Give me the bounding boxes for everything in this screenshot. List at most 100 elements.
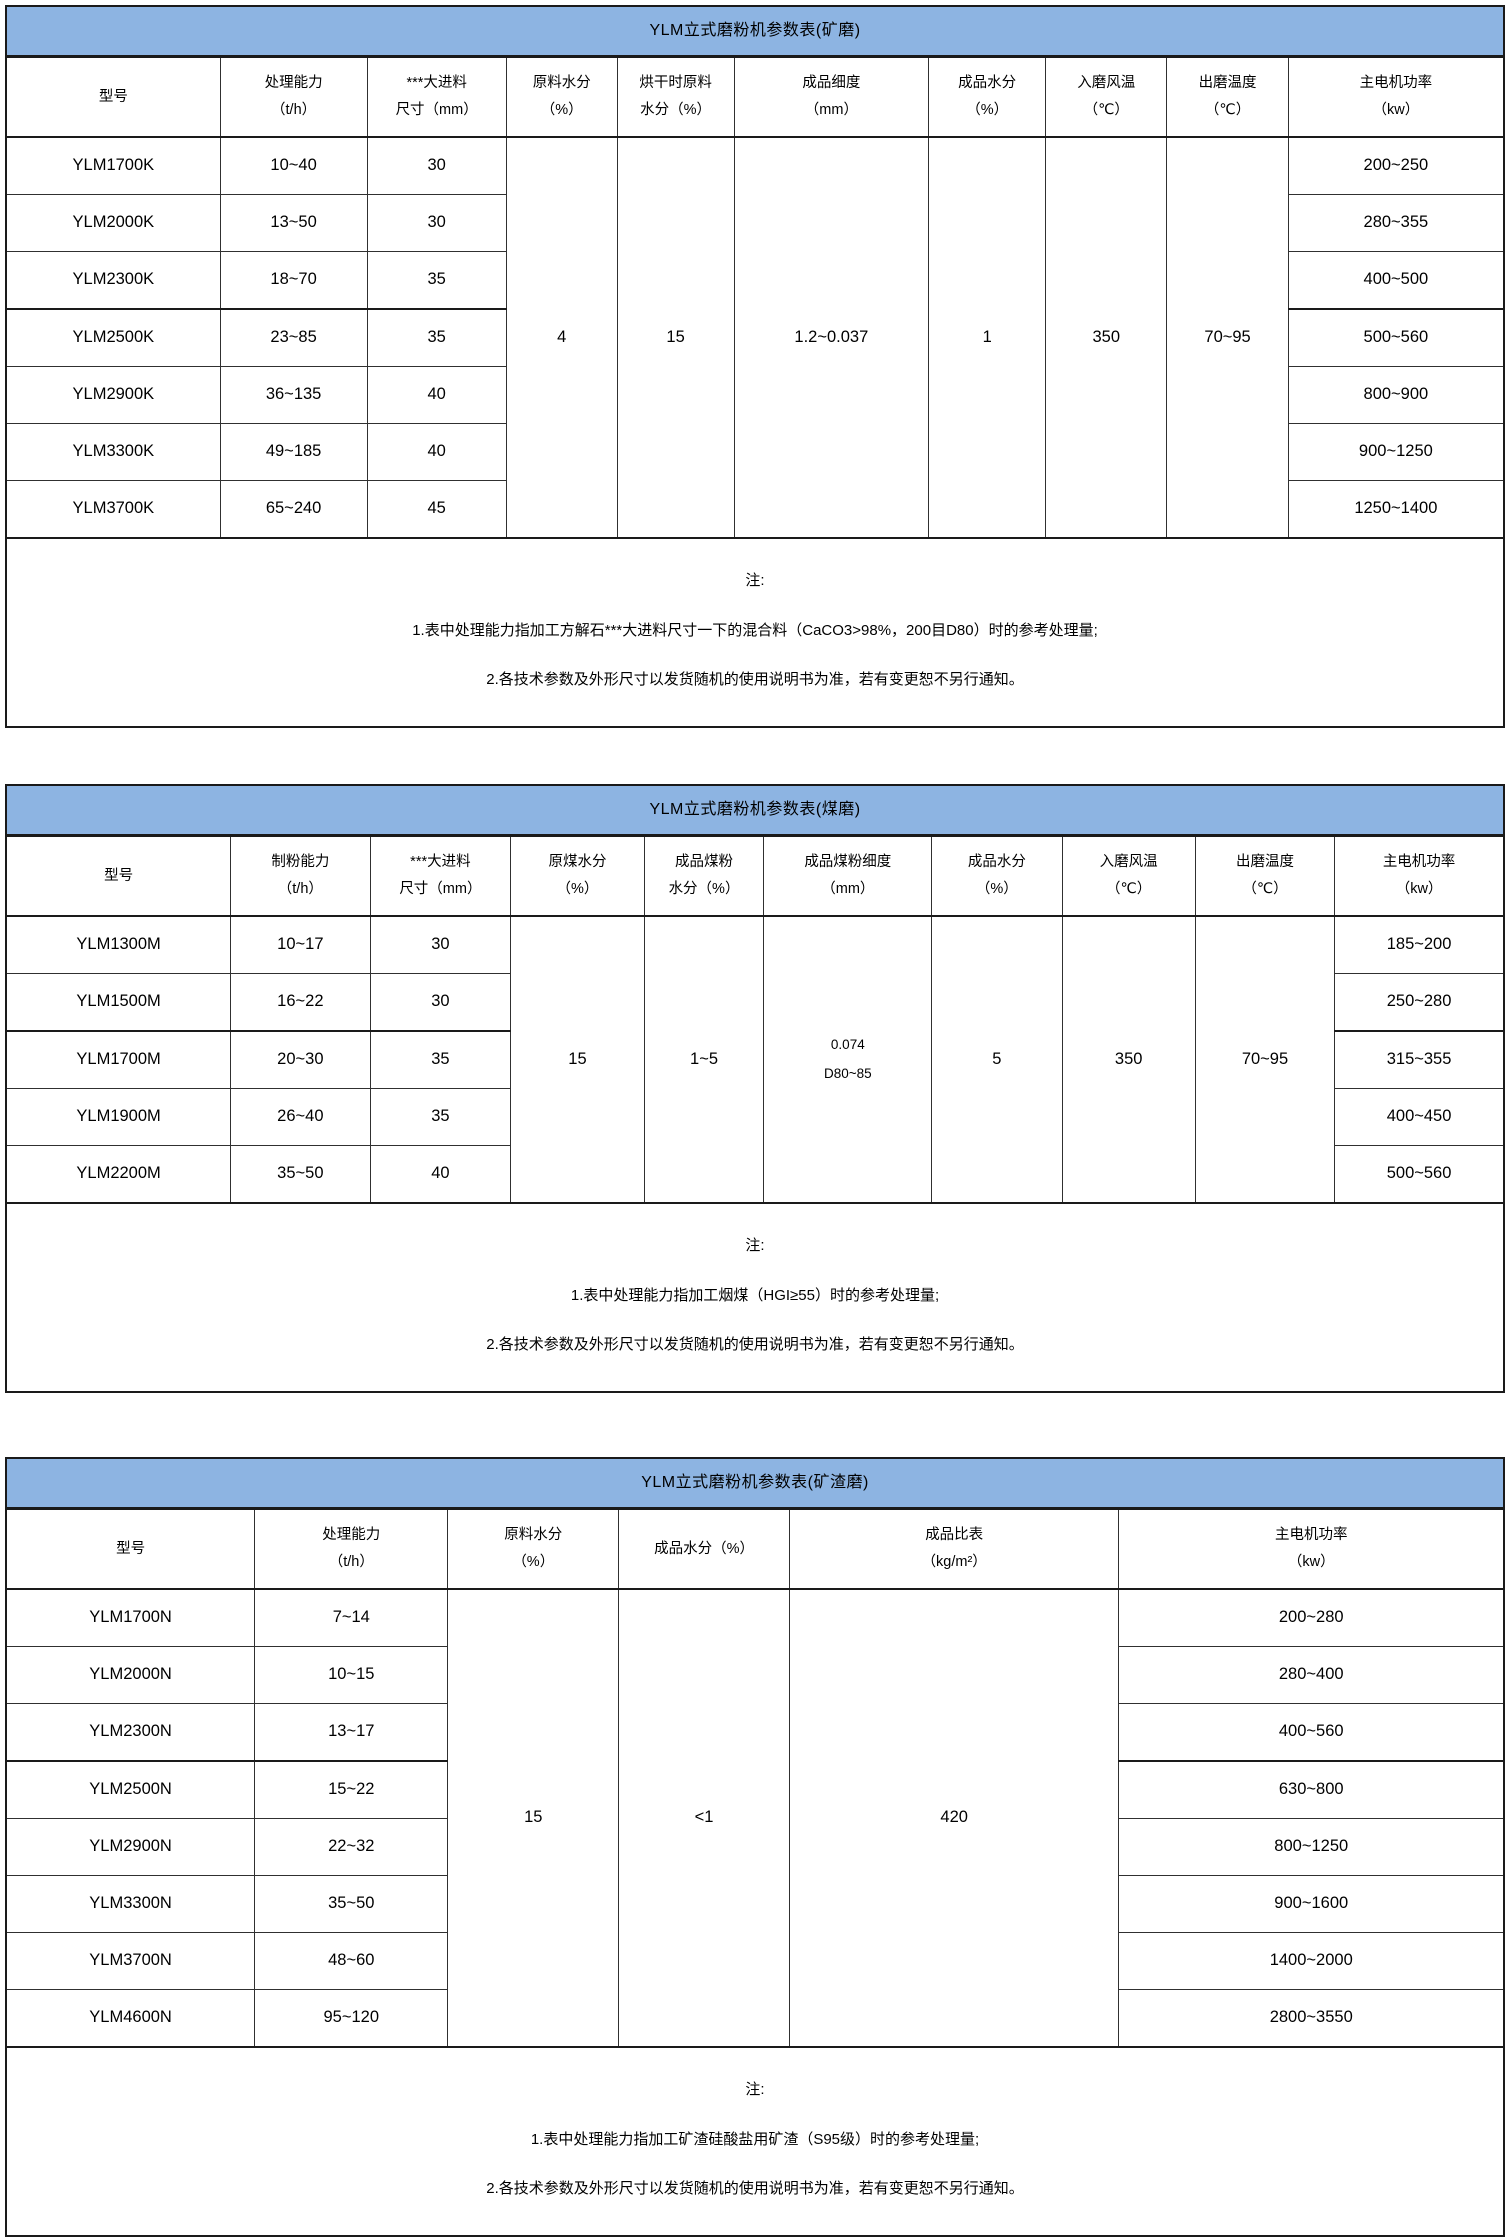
header-model: 型号 [5,1508,256,1590]
cell-capacity: 49~185 [219,423,368,481]
ore-mill-parameter-table: YLM立式磨粉机参数表(矿磨) 型号 处理能力 （t/h） ***大进料 尺寸（… [5,5,1505,728]
cell-drying-moisture-merged: 15 [616,136,735,539]
cell-capacity: 16~22 [230,973,371,1032]
cell-feed-size: 40 [369,1145,512,1204]
cell-raw-moisture-merged: 4 [505,136,618,539]
header-fineness: 成品细度 （mm） [733,56,930,138]
note-line: 注: [745,572,765,590]
notes: 注: 1.表中处理能力指加工矿渣硅酸盐用矿渣（S95级）时的参考处理量; 2.各… [5,2046,1505,2237]
table-notes-row: 注: 1.表中处理能力指加工方解石***大进料尺寸一下的混合料（CaCO3>98… [5,537,1505,728]
cell-model: YLM1500M [5,973,232,1032]
table-title: YLM立式磨粉机参数表(矿磨) [5,5,1505,58]
cell-feed-size: 30 [369,973,512,1032]
table-row: YLM2000K 13~50 30 280~355 [5,194,1505,252]
cell-feed-size: 30 [369,915,512,974]
cell-model: YLM2000K [5,194,221,252]
header-coal-powder-fineness: 成品煤粉细度 （mm） [763,835,933,917]
table-title-row: YLM立式磨粉机参数表(矿渣磨) [5,1457,1505,1510]
table-header-row: 型号 制粉能力 （t/h） ***大进料 尺寸（mm） 原煤水分 （%） 成品煤… [5,835,1505,917]
table-row: YLM1700K 10~40 30 4 15 1.2~0.037 1 350 7… [5,136,1505,539]
header-capacity: 处理能力 （t/h） [219,56,368,138]
cell-feed-size: 30 [366,136,507,195]
cell-capacity: 15~22 [254,1760,449,1819]
cell-power: 800~900 [1287,366,1505,424]
cell-outlet-temp-merged: 70~95 [1166,136,1289,539]
cell-outlet-temp-merged: 70~95 [1194,915,1336,1204]
table-row: YLM2500N 15~22 630~800 [5,1760,1505,1819]
cell-raw-moisture-merged: 15 [447,1588,620,2048]
header-inlet-air-temp: 入磨风温 （℃） [1045,56,1168,138]
cell-model: YLM3300K [5,423,221,481]
cell-power: 630~800 [1118,1760,1505,1819]
cell-product-moisture-merged: 5 [931,915,1063,1204]
header-main-motor-power: 主电机功率 （kw） [1287,56,1505,138]
table-row: YLM3300K 49~185 40 900~1250 [5,423,1505,481]
header-product-moisture: 成品水分 （%） [928,56,1047,138]
cell-feed-size: 35 [369,1030,512,1089]
cell-feed-size: 35 [366,251,507,310]
table-title: YLM立式磨粉机参数表(矿渣磨) [5,1457,1505,1510]
note-line: 2.各技术参数及外形尺寸以发货随机的使用说明书为准，若有变更恕不另行通知。 [486,2179,1024,2197]
cell-power: 185~200 [1334,915,1505,974]
cell-model: YLM2300N [5,1703,256,1762]
ore-mill-table: YLM立式磨粉机参数表(矿磨) 型号 处理能力 （t/h） ***大进料 尺寸（… [5,0,1505,728]
cell-feed-size: 45 [366,480,507,539]
table-row: YLM2300K 18~70 35 400~500 [5,251,1505,310]
cell-capacity: 13~50 [219,194,368,252]
cell-power: 2800~3550 [1118,1989,1505,2048]
cell-model: YLM3700K [5,480,221,539]
cell-inlet-air-temp-merged: 350 [1045,136,1168,539]
note-line: 2.各技术参数及外形尺寸以发货随机的使用说明书为准，若有变更恕不另行通知。 [486,670,1024,688]
cell-capacity: 18~70 [219,251,368,310]
note-line: 注: [745,1237,765,1255]
table-notes-row: 注: 1.表中处理能力指加工矿渣硅酸盐用矿渣（S95级）时的参考处理量; 2.各… [5,2046,1505,2237]
header-product-moisture: 成品水分（%） [618,1508,790,1590]
cell-model: YLM2200M [5,1145,232,1204]
cell-capacity: 13~17 [254,1703,449,1762]
note-line: 1.表中处理能力指加工方解石***大进料尺寸一下的混合料（CaCO3>98%，2… [412,621,1098,639]
coal-mill-table: YLM立式磨粉机参数表(煤磨) 型号 制粉能力 （t/h） ***大进料 尺寸（… [5,784,1505,1393]
table-row: YLM2900K 36~135 40 800~900 [5,366,1505,424]
cell-capacity: 36~135 [219,366,368,424]
table-row: YLM1900M 26~40 35 400~450 [5,1088,1505,1146]
cell-capacity: 22~32 [254,1818,449,1876]
cell-inlet-air-temp-merged: 350 [1061,915,1196,1204]
cell-capacity: 10~15 [254,1646,449,1704]
notes: 注: 1.表中处理能力指加工烟煤（HGI≥55）时的参考处理量; 2.各技术参数… [5,1202,1505,1393]
header-specific-surface: 成品比表 （kg/m²） [788,1508,1120,1590]
header-coal-powder-moisture: 成品煤粉 水分（%） [643,835,765,917]
note-line: 1.表中处理能力指加工矿渣硅酸盐用矿渣（S95级）时的参考处理量; [530,2130,980,2148]
header-main-motor-power: 主电机功率 （kw） [1334,835,1505,917]
cell-power: 1400~2000 [1118,1932,1505,1990]
cell-power: 900~1600 [1118,1875,1505,1933]
notes: 注: 1.表中处理能力指加工方解石***大进料尺寸一下的混合料（CaCO3>98… [5,537,1505,728]
header-raw-coal-moisture: 原煤水分 （%） [510,835,645,917]
table-title-row: YLM立式磨粉机参数表(煤磨) [5,784,1505,837]
cell-model: YLM3300N [5,1875,256,1933]
cell-capacity: 26~40 [230,1088,371,1146]
cell-model: YLM3700N [5,1932,256,1990]
cell-power: 200~250 [1287,136,1505,195]
cell-feed-size: 35 [369,1088,512,1146]
header-milling-capacity: 制粉能力 （t/h） [230,835,371,917]
cell-power: 400~450 [1334,1088,1505,1146]
table-row: YLM3700K 65~240 45 1250~1400 [5,480,1505,539]
header-outlet-temp: 出磨温度 （℃） [1194,835,1336,917]
table-row: YLM2900N 22~32 800~1250 [5,1818,1505,1876]
slag-mill-table: YLM立式磨粉机参数表(矿渣磨) 型号 处理能力 （t/h） 原料水分 （%） … [5,1457,1505,2237]
cell-model: YLM2900K [5,366,221,424]
table-row: YLM2000N 10~15 280~400 [5,1646,1505,1704]
cell-specific-surface-merged: 420 [788,1588,1120,2048]
table-row: YLM1700M 20~30 35 315~355 [5,1030,1505,1089]
header-raw-moisture: 原料水分 （%） [505,56,618,138]
table-row: YLM1700N 7~14 15 <1 420 200~280 [5,1588,1505,2048]
header-inlet-air-temp: 入磨风温 （℃） [1061,835,1196,917]
cell-model: YLM1900M [5,1088,232,1146]
cell-model: YLM2900N [5,1818,256,1876]
coal-mill-parameter-table: YLM立式磨粉机参数表(煤磨) 型号 制粉能力 （t/h） ***大进料 尺寸（… [5,784,1505,1393]
cell-power: 280~355 [1287,194,1505,252]
cell-capacity: 20~30 [230,1030,371,1089]
cell-raw-coal-moisture-merged: 15 [510,915,645,1204]
header-main-motor-power: 主电机功率 （kw） [1118,1508,1505,1590]
cell-feed-size: 30 [366,194,507,252]
